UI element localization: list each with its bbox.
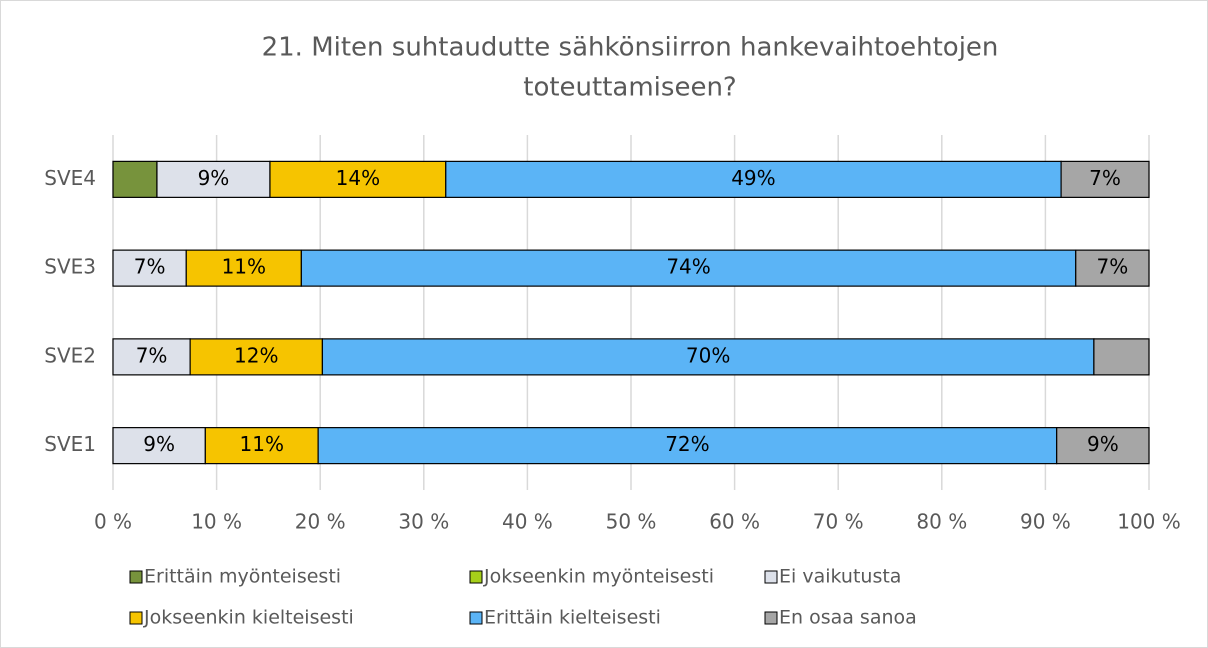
data-label: 70% <box>686 343 730 367</box>
legend-label: Erittäin kielteisesti <box>484 607 661 629</box>
x-tick-label: 40 % <box>502 510 553 534</box>
bar-segment <box>317 427 1058 465</box>
x-tick-label: 30 % <box>398 510 449 534</box>
data-label: 9% <box>143 432 175 456</box>
bar-segment <box>1056 427 1150 465</box>
data-label: 74% <box>666 255 710 279</box>
bar-segment <box>112 427 206 465</box>
x-tick-label: 60 % <box>709 510 760 534</box>
x-tick-label: 10 % <box>191 510 242 534</box>
data-label: 7% <box>1089 166 1121 190</box>
x-tick-label: 70 % <box>813 510 864 534</box>
data-label: 9% <box>198 166 230 190</box>
data-label: 7% <box>136 343 168 367</box>
bar-segment <box>1075 249 1150 287</box>
bar-segment <box>189 338 324 376</box>
data-label: 7% <box>134 255 166 279</box>
data-label: 9% <box>1087 432 1119 456</box>
legend-swatch <box>129 570 143 584</box>
bar-segment <box>300 249 1077 287</box>
legend-label: En osaa sanoa <box>779 607 917 629</box>
chart-title: 21. Miten suhtaudutte sähkönsiirron hank… <box>262 33 999 63</box>
x-tick-label: 20 % <box>295 510 346 534</box>
category-label: SVE4 <box>44 166 96 190</box>
bar-segment <box>1060 160 1150 198</box>
legend-swatch <box>469 570 483 584</box>
bar-segment <box>185 249 302 287</box>
bar-segment <box>445 160 1062 198</box>
category-label: SVE1 <box>44 432 96 456</box>
data-label: 72% <box>665 432 709 456</box>
bar-segment <box>112 338 191 376</box>
category-label: SVE3 <box>44 255 96 279</box>
x-tick-label: 90 % <box>1020 510 1071 534</box>
data-label: 14% <box>336 166 380 190</box>
legend-label: Erittäin myönteisesti <box>144 566 341 588</box>
bar-segment <box>1093 338 1150 376</box>
data-label: 11% <box>240 432 284 456</box>
legend-label: Ei vaikutusta <box>779 566 901 588</box>
bar-segment <box>269 160 447 198</box>
data-label: 49% <box>731 166 775 190</box>
category-label: SVE2 <box>44 343 96 367</box>
legend-label: Jokseenkin kielteisesti <box>143 607 354 629</box>
bar-segment <box>112 249 187 287</box>
legend-swatch <box>469 611 483 625</box>
x-tick-label: 80 % <box>916 510 967 534</box>
legend-swatch <box>764 611 778 625</box>
data-label: 11% <box>222 255 266 279</box>
chart-title: toteuttamiseen? <box>523 73 736 103</box>
x-tick-label: 100 % <box>1117 510 1181 534</box>
legend-label: Jokseenkin myönteisesti <box>483 566 714 588</box>
x-tick-label: 50 % <box>606 510 657 534</box>
data-label: 7% <box>1097 255 1129 279</box>
legend-swatch <box>764 570 778 584</box>
data-label: 12% <box>234 343 278 367</box>
bar-segment <box>112 160 158 198</box>
legend-swatch <box>129 611 143 625</box>
x-tick-label: 0 % <box>94 510 132 534</box>
bar-segment <box>156 160 271 198</box>
